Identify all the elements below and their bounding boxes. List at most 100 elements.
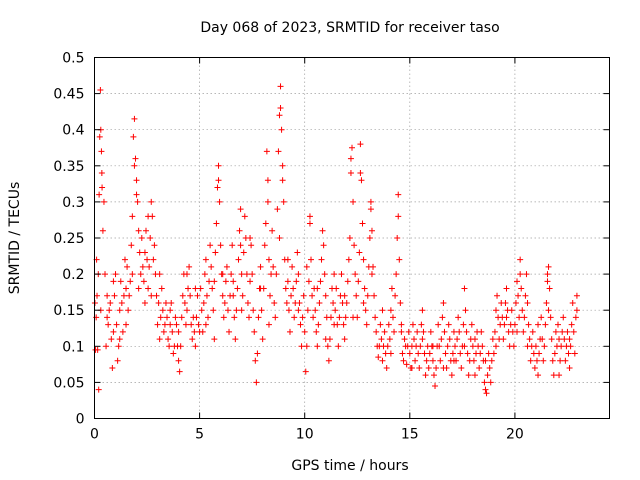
- data-point: [341, 336, 348, 343]
- data-point: [345, 256, 352, 263]
- data-point: [335, 343, 342, 350]
- data-point: [487, 379, 494, 386]
- data-point: [381, 328, 388, 335]
- data-point: [103, 343, 110, 350]
- data-point: [547, 314, 554, 321]
- data-point: [289, 263, 296, 270]
- data-point: [463, 328, 470, 335]
- data-point: [219, 271, 226, 278]
- data-point: [200, 299, 207, 306]
- data-point: [147, 235, 154, 241]
- data-point: [531, 364, 538, 371]
- data-point: [251, 328, 258, 335]
- data-point: [153, 292, 160, 299]
- data-point: [109, 364, 116, 371]
- data-point: [175, 357, 182, 364]
- data-point: [148, 198, 155, 205]
- data-point: [372, 314, 379, 321]
- data-point: [324, 343, 331, 350]
- data-point: [476, 364, 483, 371]
- data-point: [253, 379, 260, 386]
- data-point: [183, 307, 190, 314]
- data-point: [393, 271, 400, 278]
- data-point: [342, 314, 349, 321]
- data-point: [125, 307, 132, 314]
- y-tick-label: 0.45: [53, 87, 84, 103]
- data-point: [357, 141, 364, 148]
- data-point: [485, 350, 492, 357]
- data-point: [250, 307, 257, 314]
- data-point: [355, 278, 362, 285]
- data-point: [412, 357, 419, 364]
- data-point: [173, 321, 180, 328]
- data-point: [187, 292, 194, 299]
- data-point: [391, 328, 398, 335]
- data-point: [181, 299, 188, 306]
- data-point: [420, 328, 427, 335]
- data-point: [530, 350, 537, 357]
- data-point: [557, 357, 564, 364]
- data-point: [291, 314, 298, 321]
- data-point: [305, 278, 312, 285]
- data-point: [573, 307, 580, 314]
- data-point: [382, 350, 389, 357]
- data-point: [295, 271, 302, 278]
- data-point: [179, 292, 186, 299]
- data-point: [247, 278, 254, 285]
- data-point: [384, 343, 391, 350]
- data-point: [471, 336, 478, 343]
- data-point: [313, 328, 320, 335]
- data-point: [523, 271, 530, 278]
- data-point: [469, 343, 476, 350]
- data-point: [271, 299, 278, 306]
- data-point: [518, 285, 525, 292]
- data-point: [500, 336, 507, 343]
- data-point: [524, 299, 531, 306]
- data-point: [367, 198, 374, 205]
- data-point: [156, 336, 163, 343]
- data-point: [388, 285, 395, 292]
- data-point: [501, 321, 508, 328]
- data-point: [450, 328, 457, 335]
- data-point: [519, 307, 526, 314]
- data-point: [243, 271, 250, 278]
- data-point: [230, 292, 237, 299]
- data-point: [535, 372, 542, 379]
- data-point: [115, 343, 122, 350]
- data-point: [327, 314, 334, 321]
- data-point: [165, 336, 172, 343]
- data-point: [117, 278, 124, 285]
- data-point: [100, 198, 107, 205]
- data-point: [262, 220, 269, 227]
- data-point: [220, 314, 227, 321]
- data-point: [208, 263, 215, 270]
- data-point: [343, 299, 350, 306]
- data-point: [104, 314, 111, 321]
- data-point: [357, 170, 364, 177]
- data-point: [510, 343, 517, 350]
- data-point: [527, 357, 534, 364]
- data-point: [175, 328, 182, 335]
- data-point: [565, 350, 572, 357]
- data-point: [398, 328, 405, 335]
- data-point: [151, 242, 158, 249]
- data-point: [418, 321, 425, 328]
- data-point: [440, 299, 447, 306]
- data-point: [194, 292, 201, 299]
- data-point: [452, 343, 458, 350]
- data-point: [183, 271, 190, 278]
- data-point: [124, 263, 131, 270]
- data-point: [214, 184, 221, 191]
- data-point: [319, 227, 326, 234]
- data-point: [110, 328, 117, 335]
- data-point: [358, 177, 365, 184]
- data-point: [106, 307, 113, 314]
- data-point: [379, 307, 386, 314]
- data-point: [426, 350, 433, 357]
- data-point: [564, 328, 571, 335]
- data-point: [188, 321, 195, 328]
- data-point: [341, 292, 348, 299]
- y-tick-label: 0.2: [62, 267, 84, 283]
- data-point: [136, 249, 143, 256]
- data-point: [211, 278, 218, 285]
